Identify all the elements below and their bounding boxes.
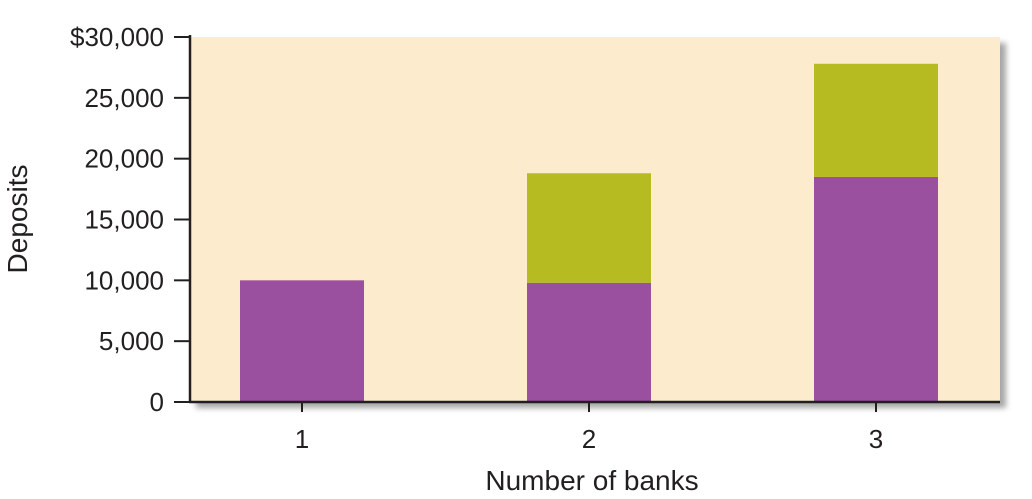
y-tick-label: $30,000	[70, 22, 164, 52]
bars-group	[240, 63, 938, 402]
bar-bank-2-segment-1	[527, 282, 651, 402]
x-tick-label: 2	[582, 424, 596, 454]
bar-bank-2-segment-2	[527, 173, 651, 283]
y-axis-title: Deposits	[2, 165, 33, 274]
y-tick-label: 5,000	[99, 326, 164, 356]
x-tick-label: 1	[295, 424, 309, 454]
bar-bank-3-segment-1	[814, 176, 938, 402]
bar-bank-1-segment-1	[240, 280, 364, 402]
x-axis-ticks: 1 2 3	[295, 402, 883, 454]
bar-bank-3-segment-2	[814, 63, 938, 177]
y-tick-label: 0	[150, 387, 164, 417]
x-tick-label: 3	[869, 424, 883, 454]
y-tick-label: 25,000	[84, 83, 164, 113]
x-axis-title: Number of banks	[485, 465, 698, 496]
y-tick-label: 15,000	[84, 205, 164, 235]
y-axis-ticks: 0 5,000 10,000 15,000 20,000 25,000 $30,000	[70, 22, 190, 417]
y-tick-label: 10,000	[84, 265, 164, 295]
y-tick-label: 20,000	[84, 144, 164, 174]
